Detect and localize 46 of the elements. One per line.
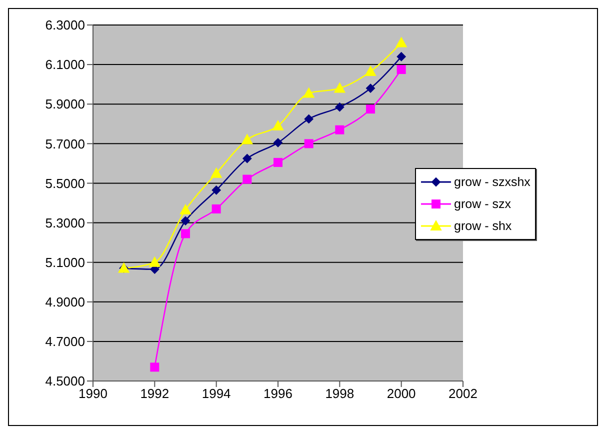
- y-tick-label: 4.7000: [45, 334, 85, 350]
- point: [334, 82, 346, 93]
- x-tick-label: 1990: [78, 386, 108, 402]
- y-tick-label: 5.9000: [45, 96, 85, 112]
- y-tick-label: 5.7000: [45, 136, 85, 152]
- y-tick-label: 4.9000: [45, 294, 85, 310]
- point: [396, 52, 406, 62]
- point: [149, 256, 160, 267]
- point: [303, 88, 314, 98]
- y-tick-label: 6.3000: [45, 18, 85, 33]
- x-tick-label: 1998: [325, 386, 354, 402]
- x-tick-label: 1994: [202, 386, 231, 402]
- legend-label: grow - szx: [454, 197, 511, 211]
- point: [335, 125, 344, 134]
- point: [366, 104, 375, 114]
- point: [272, 120, 284, 130]
- point: [150, 362, 160, 372]
- x-tick-label: 2000: [386, 386, 416, 402]
- point: [181, 229, 190, 238]
- point: [212, 204, 221, 214]
- point: [212, 186, 221, 195]
- x-tick-label: 1996: [264, 386, 292, 402]
- y-tick-label: 4.5000: [45, 374, 85, 389]
- legend-label: grow - szxshx: [454, 175, 530, 189]
- point: [181, 216, 190, 226]
- point: [304, 114, 314, 124]
- point: [396, 65, 406, 74]
- point: [242, 174, 252, 184]
- y-tick-label: 5.5000: [45, 176, 85, 191]
- point: [365, 66, 376, 76]
- point: [210, 168, 222, 178]
- y-tick-label: 5.3000: [45, 215, 85, 230]
- y-tick-label: 5.1000: [45, 254, 85, 270]
- point: [242, 154, 252, 163]
- point: [274, 158, 282, 167]
- point: [274, 138, 282, 148]
- point: [304, 139, 314, 148]
- y-tick-label: 6.1000: [45, 57, 85, 72]
- point: [396, 37, 407, 48]
- x-tick-label: 2002: [448, 386, 478, 402]
- point: [335, 102, 344, 112]
- point: [180, 204, 191, 214]
- legend-label: grow - shx: [454, 219, 512, 233]
- point: [366, 84, 375, 93]
- x-tick-label: 1992: [140, 386, 170, 402]
- point: [242, 134, 253, 144]
